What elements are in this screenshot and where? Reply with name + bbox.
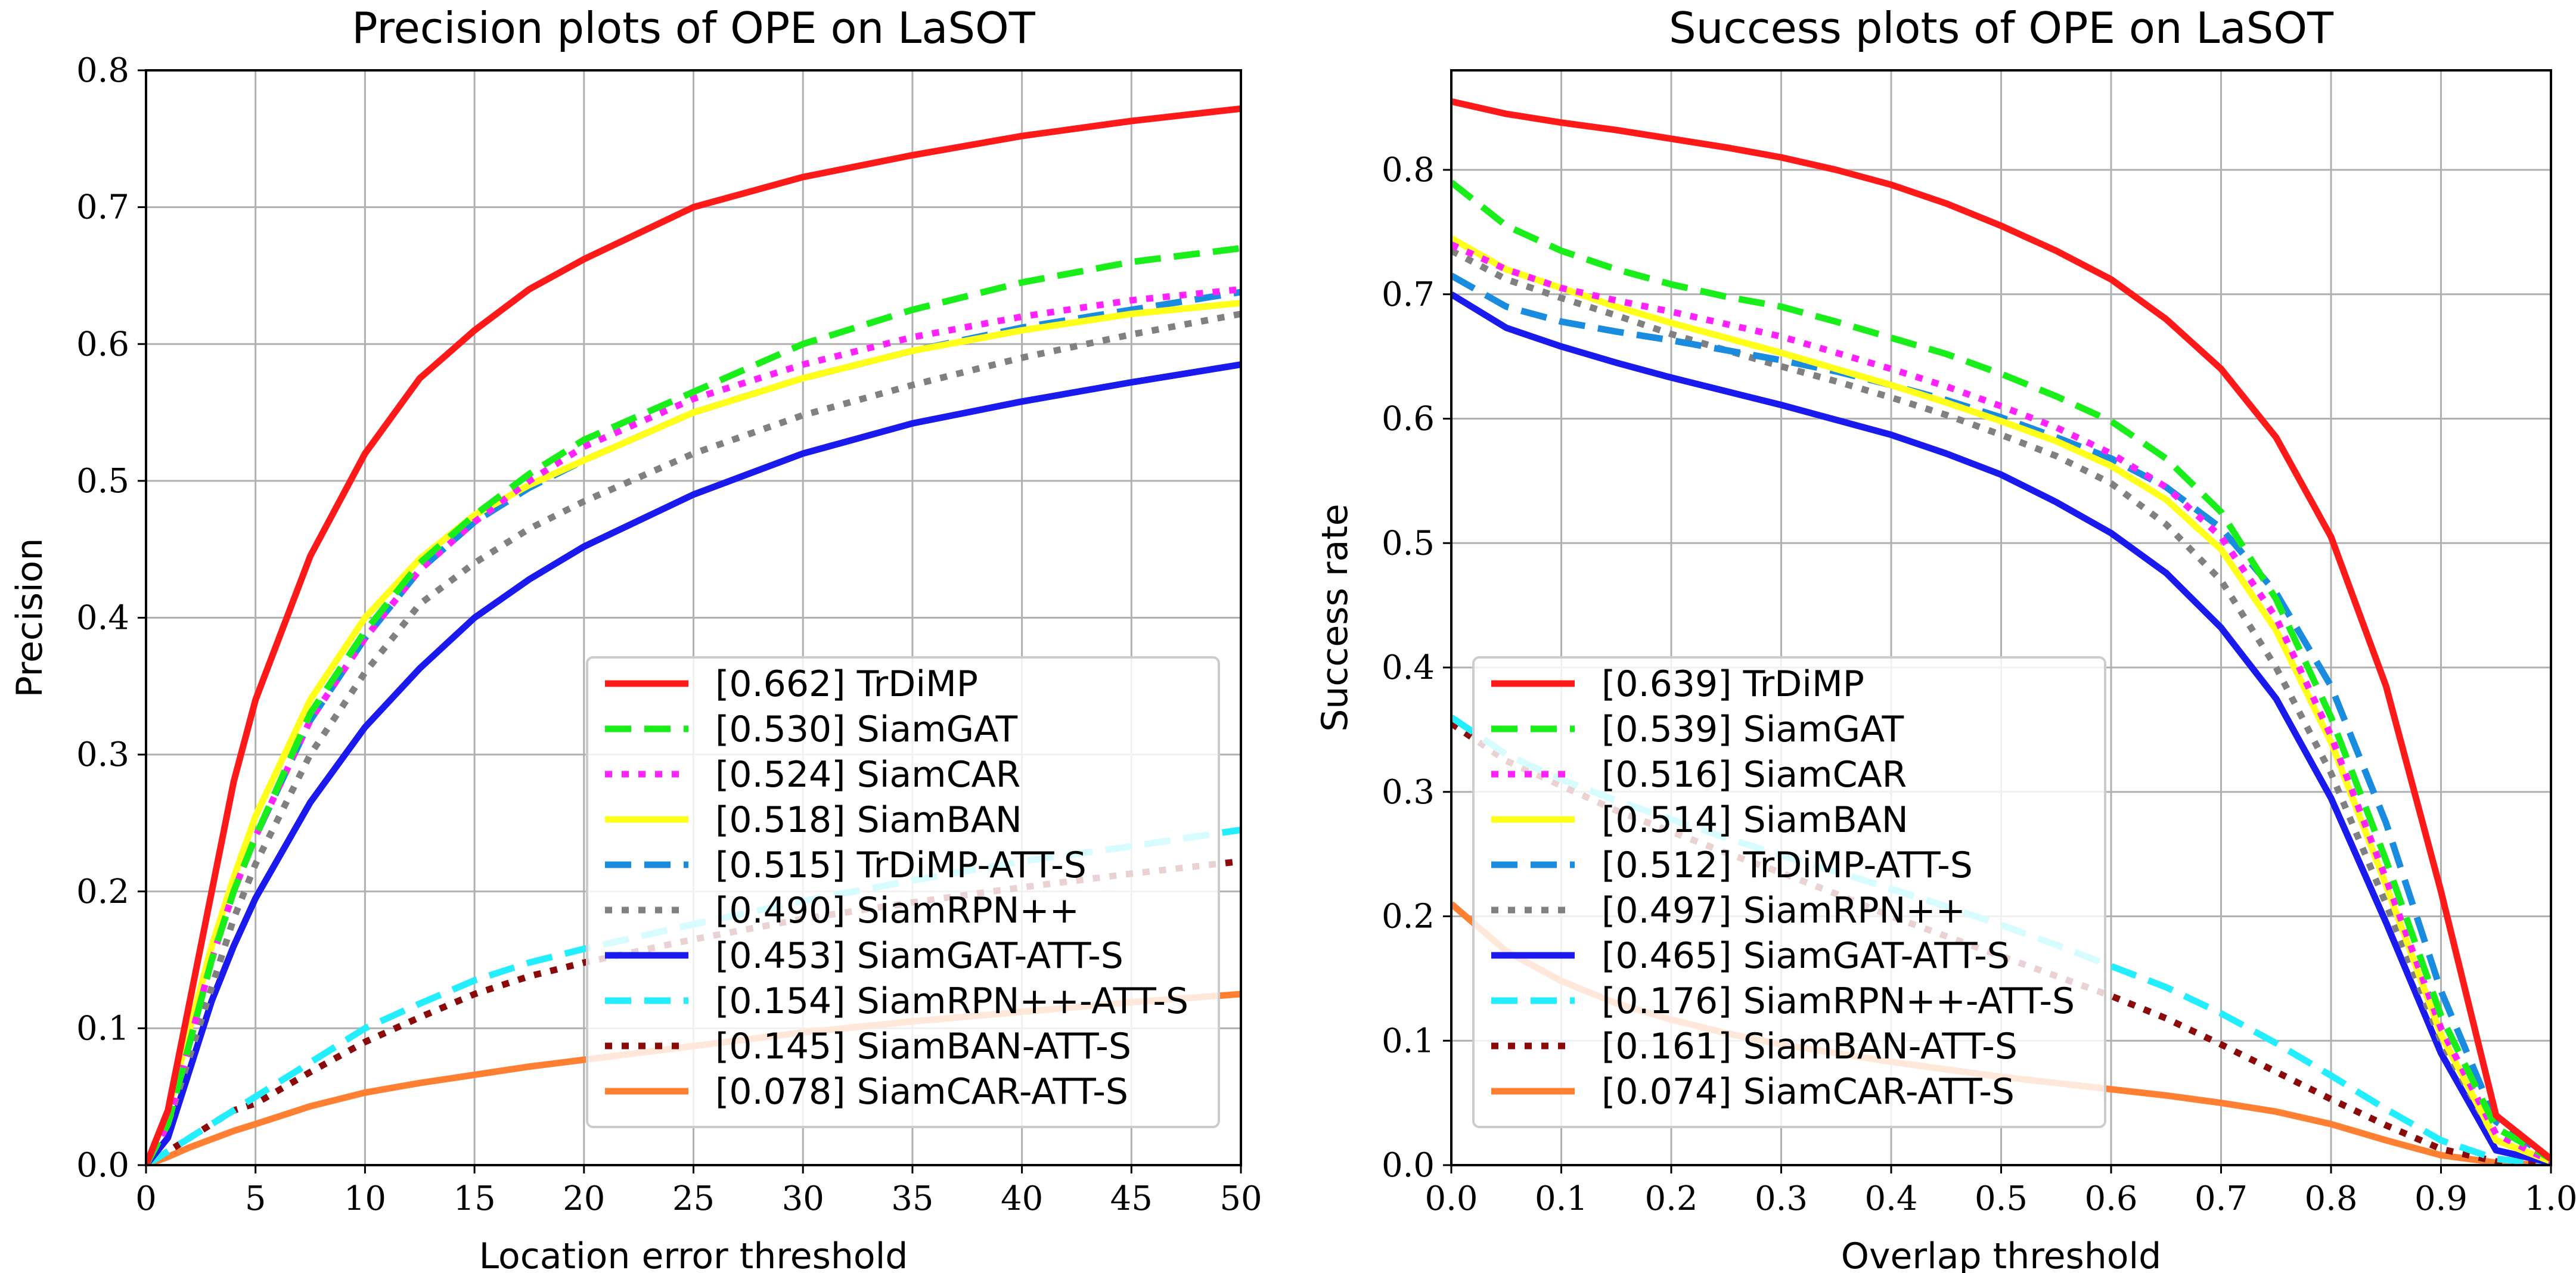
- success-x-tick-label: 0.2: [1644, 1179, 1697, 1218]
- success-x-axis-label: Overlap threshold: [1841, 1235, 2161, 1273]
- precision-y-tick-label: 0.5: [76, 462, 129, 501]
- success-x-tick-label: 0.3: [1755, 1179, 1808, 1218]
- success-y-tick-label: 0.8: [1382, 151, 1435, 190]
- success-x-tick-label: 0.8: [2304, 1179, 2357, 1218]
- success-legend-label: [0.516] SiamCAR: [1602, 754, 1907, 796]
- precision-legend-label: [0.154] SiamRPN++-ATT-S: [715, 980, 1188, 1022]
- precision-y-tick-label: 0.6: [76, 325, 129, 364]
- precision-legend-label: [0.518] SiamBAN: [715, 799, 1022, 841]
- precision-x-tick-label: 30: [782, 1179, 824, 1218]
- precision-y-tick-label: 0.7: [76, 188, 129, 227]
- success-series-line-0: [1451, 98, 2551, 1162]
- precision-legend-label: [0.490] SiamRPN++: [715, 890, 1079, 932]
- success-plot-title: Success plots of OPE on LaSOT: [1669, 3, 2334, 53]
- precision-y-tick-label: 0.4: [76, 599, 129, 638]
- precision-x-axis-label: Location error threshold: [479, 1235, 908, 1273]
- precision-y-tick-label: 0.1: [76, 1009, 129, 1048]
- success-legend-label: [0.176] SiamRPN++-ATT-S: [1602, 980, 2075, 1022]
- precision-y-tick-label: 0.3: [76, 735, 129, 774]
- success-legend-label: [0.539] SiamGAT: [1602, 709, 1904, 750]
- precision-legend-label: [0.145] SiamBAN-ATT-S: [715, 1026, 1131, 1067]
- precision-x-tick-label: 10: [344, 1179, 386, 1218]
- precision-y-tick-label: 0.0: [76, 1146, 129, 1185]
- precision-plot-title: Precision plots of OPE on LaSOT: [352, 3, 1035, 53]
- success-y-tick-label: 0.4: [1382, 648, 1435, 687]
- success-legend-label: [0.512] TrDiMP-ATT-S: [1602, 844, 1973, 886]
- precision-legend-label: [0.078] SiamCAR-ATT-S: [715, 1071, 1128, 1113]
- success-y-tick-label: 0.6: [1382, 400, 1435, 439]
- success-legend-label: [0.074] SiamCAR-ATT-S: [1602, 1071, 2015, 1113]
- precision-x-tick-label: 15: [453, 1179, 495, 1218]
- success-y-tick-label: 0.5: [1382, 524, 1435, 563]
- success-x-tick-label: 0.9: [2414, 1179, 2468, 1218]
- success-y-tick-label: 0.0: [1382, 1146, 1435, 1185]
- success-legend-box: [1472, 656, 2106, 1128]
- success-plot-panel: 0.0 0.1 0.2 0.3 0.4 0.5 0.6 0.7 0.8 0.9 1.0 0.0 0.1 0…: [1314, 3, 2576, 1273]
- success-x-tick-label: 0.7: [2195, 1179, 2248, 1218]
- success-series-line-6: [1451, 291, 2551, 1165]
- success-legend-label: [0.465] SiamGAT-ATT-S: [1602, 935, 2010, 977]
- success-y-axis-label: Success rate: [1314, 504, 1356, 731]
- precision-legend-label: [0.453] SiamGAT-ATT-S: [715, 935, 1123, 977]
- success-series-line-4: [1451, 272, 2551, 1162]
- success-y-tick-label: 0.7: [1382, 275, 1435, 314]
- precision-plot-panel: 0 5 10 15 20 25 30 35 40 45 50 0.0 0.1 0.2 0.3 0.4 0.5 0.…: [9, 3, 1262, 1273]
- success-x-tick-label: 0.6: [2084, 1179, 2137, 1218]
- precision-y-tick-label: 0.2: [76, 873, 129, 911]
- success-x-tick-label: 0.0: [1424, 1179, 1478, 1218]
- precision-legend-label: [0.662] TrDiMP: [715, 663, 978, 705]
- success-series-line-1: [1451, 179, 2551, 1162]
- precision-x-tick-label: 5: [245, 1179, 266, 1218]
- precision-y-axis-label: Precision: [9, 538, 51, 698]
- precision-legend-label: [0.530] SiamGAT: [715, 709, 1018, 750]
- precision-y-tick-label: 0.8: [76, 51, 129, 90]
- precision-series-line-3: [146, 299, 1241, 1165]
- precision-series-line-0: [146, 105, 1241, 1165]
- precision-x-tick-label: 50: [1219, 1179, 1262, 1218]
- precision-x-tick-label: 35: [891, 1179, 933, 1218]
- precision-legend-label: [0.524] SiamCAR: [715, 754, 1020, 796]
- precision-legend: [0.662] TrDiMP[0.530] SiamGAT[0.524] Sia…: [586, 656, 1220, 1128]
- precision-x-tick-label: 45: [1110, 1179, 1153, 1218]
- success-legend: [0.639] TrDiMP[0.539] SiamGAT[0.516] Sia…: [1472, 656, 2106, 1128]
- precision-x-tick-label: 40: [1001, 1179, 1043, 1218]
- success-y-tick-label: 0.2: [1382, 898, 1435, 936]
- success-series-line-2: [1451, 241, 2551, 1165]
- success-x-tick-label: 0.1: [1535, 1179, 1588, 1218]
- success-y-tick-label: 0.1: [1382, 1021, 1435, 1060]
- precision-x-tick-label: 25: [672, 1179, 715, 1218]
- precision-series-line-5: [146, 311, 1241, 1165]
- precision-x-tick-label: 20: [563, 1179, 605, 1218]
- precision-series-line-6: [146, 361, 1241, 1165]
- success-x-tick-label: 0.5: [1975, 1179, 2028, 1218]
- success-y-tick-label: 0.3: [1382, 773, 1435, 812]
- precision-legend-label: [0.515] TrDiMP-ATT-S: [715, 844, 1087, 886]
- success-legend-label: [0.639] TrDiMP: [1602, 663, 1864, 705]
- success-legend-label: [0.161] SiamBAN-ATT-S: [1602, 1026, 2018, 1067]
- precision-legend-box: [586, 656, 1220, 1128]
- precision-x-tick-label: 0: [135, 1179, 157, 1218]
- success-x-tick-label: 1.0: [2524, 1179, 2576, 1218]
- success-legend-label: [0.497] SiamRPN++: [1602, 890, 1966, 932]
- success-legend-label: [0.514] SiamBAN: [1602, 799, 1908, 841]
- precision-series-line-1: [146, 245, 1241, 1165]
- success-x-tick-label: 0.4: [1864, 1179, 1917, 1218]
